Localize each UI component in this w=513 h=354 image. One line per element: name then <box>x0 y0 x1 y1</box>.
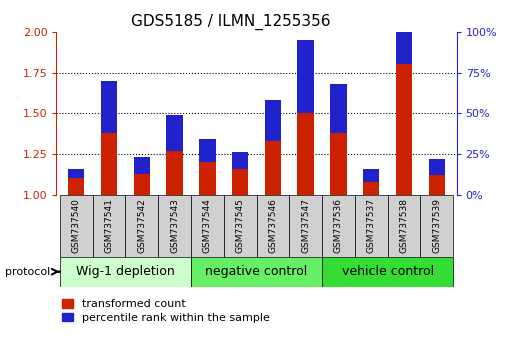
Text: GSM737544: GSM737544 <box>203 198 212 253</box>
Bar <box>298 40 314 113</box>
Legend: transformed count, percentile rank within the sample: transformed count, percentile rank withi… <box>62 299 270 323</box>
Bar <box>232 152 248 169</box>
Text: GSM737542: GSM737542 <box>137 198 146 253</box>
Text: vehicle control: vehicle control <box>342 265 434 278</box>
Bar <box>363 182 380 195</box>
Bar <box>101 81 117 133</box>
Text: GSM737547: GSM737547 <box>301 198 310 253</box>
Text: GSM737546: GSM737546 <box>268 198 278 253</box>
Bar <box>355 195 388 257</box>
Bar <box>298 113 314 195</box>
Bar <box>330 84 347 133</box>
Bar <box>322 257 453 287</box>
Text: GSM737539: GSM737539 <box>432 198 441 253</box>
Bar <box>265 141 281 195</box>
Bar <box>330 133 347 195</box>
Bar <box>191 195 224 257</box>
Bar <box>256 195 289 257</box>
Bar <box>363 169 380 182</box>
Text: GSM737545: GSM737545 <box>235 198 245 253</box>
Bar <box>101 133 117 195</box>
Bar <box>429 159 445 175</box>
Text: GSM737536: GSM737536 <box>334 198 343 253</box>
Bar <box>92 195 125 257</box>
Text: GDS5185 / ILMN_1255356: GDS5185 / ILMN_1255356 <box>131 14 330 30</box>
Bar <box>199 139 215 162</box>
Bar <box>322 195 355 257</box>
Bar <box>232 169 248 195</box>
Bar <box>396 64 412 195</box>
Bar <box>265 100 281 141</box>
Bar <box>60 195 92 257</box>
Bar <box>166 115 183 151</box>
Bar <box>125 195 158 257</box>
Bar <box>396 0 412 64</box>
Bar <box>224 195 256 257</box>
Text: GSM737538: GSM737538 <box>400 198 408 253</box>
Text: GSM737543: GSM737543 <box>170 198 179 253</box>
Bar <box>166 151 183 195</box>
Text: protocol: protocol <box>5 267 50 277</box>
Bar <box>133 173 150 195</box>
Text: Wig-1 depletion: Wig-1 depletion <box>76 265 175 278</box>
Bar <box>191 257 322 287</box>
Bar <box>199 162 215 195</box>
Text: GSM737540: GSM737540 <box>72 198 81 253</box>
Bar <box>388 195 421 257</box>
Bar <box>60 257 191 287</box>
Bar <box>429 175 445 195</box>
Bar <box>158 195 191 257</box>
Bar <box>421 195 453 257</box>
Bar <box>68 178 84 195</box>
Bar <box>68 169 84 178</box>
Bar <box>133 157 150 173</box>
Bar <box>289 195 322 257</box>
Text: GSM737537: GSM737537 <box>367 198 376 253</box>
Text: negative control: negative control <box>205 265 308 278</box>
Text: GSM737541: GSM737541 <box>105 198 113 253</box>
